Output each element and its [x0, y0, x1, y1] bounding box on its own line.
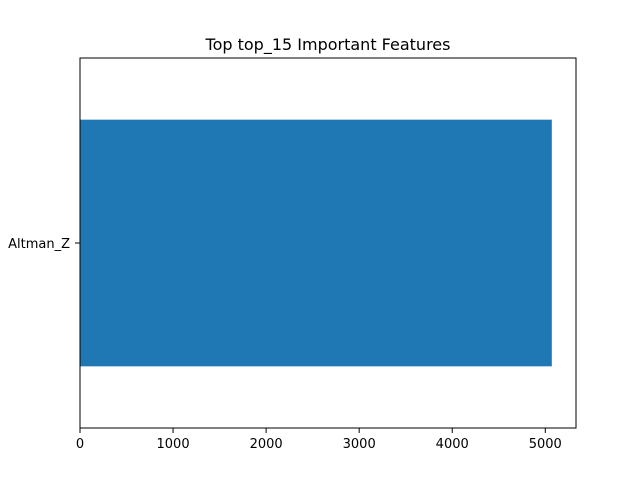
bar-Altman_Z: [80, 119, 552, 367]
x-tick-label: 0: [76, 437, 84, 452]
plot-frame: [79, 57, 577, 429]
y-axis-ticks: Altman_Z: [8, 237, 80, 252]
bars-group: [80, 119, 552, 367]
chart-title: Top top_15 Important Features: [205, 35, 451, 55]
x-tick-label: 3000: [343, 437, 376, 452]
x-tick-label: 1000: [157, 437, 190, 452]
y-tick-label: Altman_Z: [8, 237, 70, 252]
x-tick-label: 4000: [436, 437, 469, 452]
x-tick-label: 5000: [529, 437, 562, 452]
x-axis-ticks: 0 1000 2000 3000 4000 5000: [76, 428, 562, 452]
x-tick-label: 2000: [250, 437, 283, 452]
